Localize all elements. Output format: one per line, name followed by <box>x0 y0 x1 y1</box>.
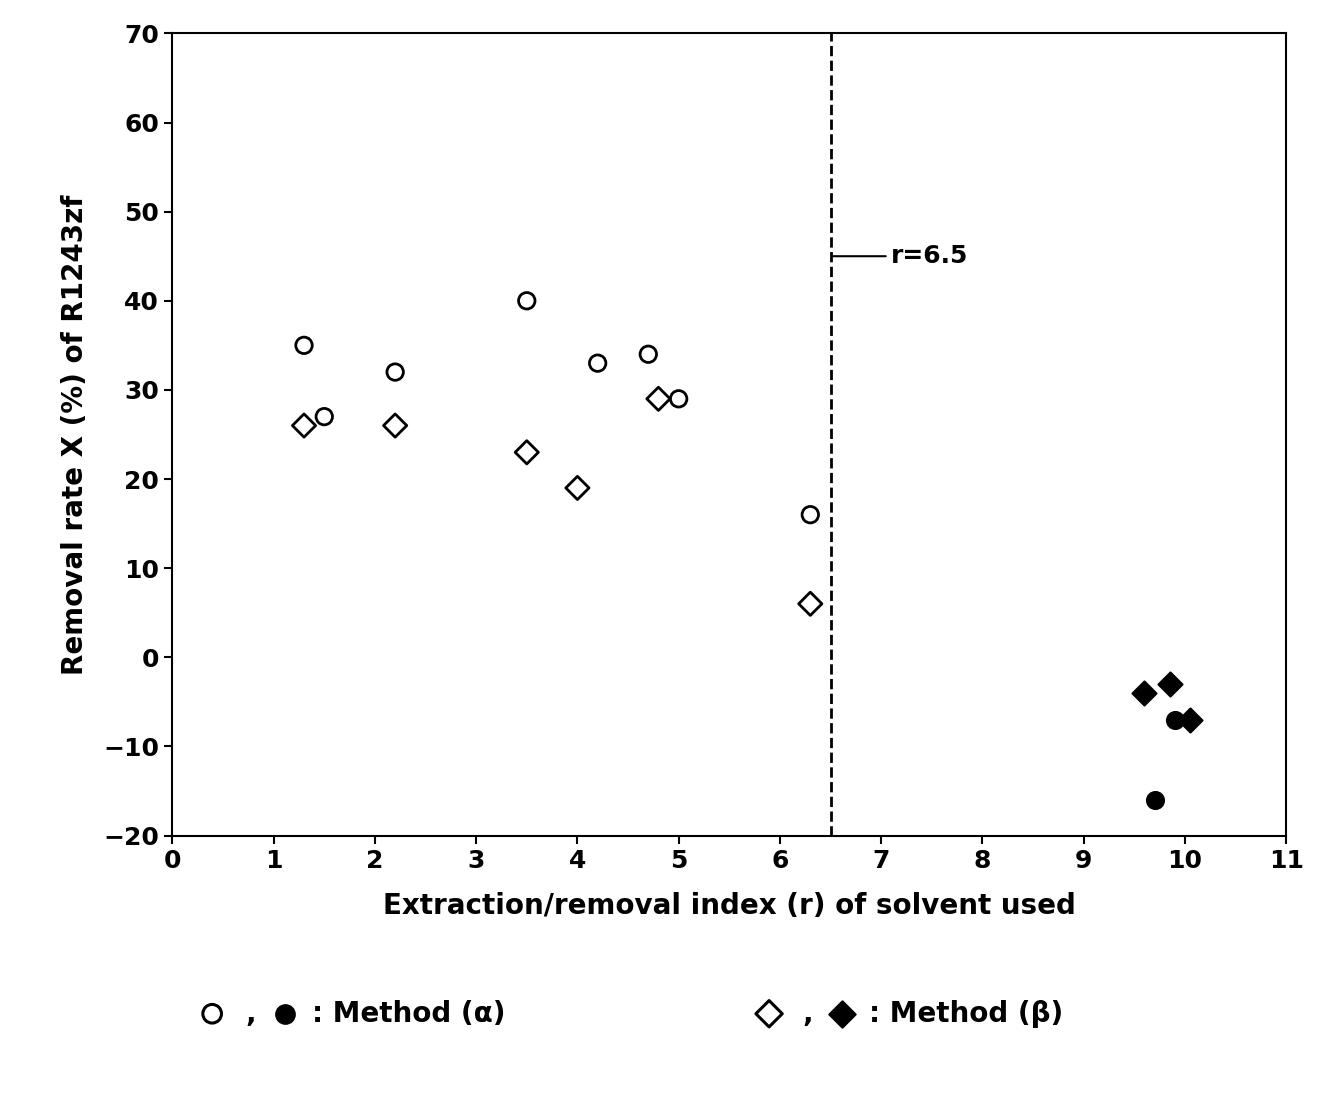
Point <box>385 363 406 381</box>
Text: ,: , <box>245 999 256 1028</box>
Point <box>516 443 537 461</box>
Point <box>314 408 335 426</box>
Point <box>648 390 670 408</box>
Y-axis label: Removal rate X (%) of R1243zf: Removal rate X (%) of R1243zf <box>61 194 89 675</box>
Text: : Method (α): : Method (α) <box>312 999 505 1028</box>
Point <box>293 417 314 434</box>
Point <box>516 292 537 310</box>
Point <box>293 336 314 354</box>
Point <box>638 345 659 363</box>
Point <box>831 1005 853 1023</box>
Point <box>800 595 821 613</box>
Text: : Method (β): : Method (β) <box>869 999 1062 1028</box>
Point <box>566 479 587 497</box>
Point <box>1179 711 1200 729</box>
Point <box>1164 711 1185 729</box>
Point <box>1134 684 1155 702</box>
Text: ,: , <box>802 999 813 1028</box>
Point <box>1159 675 1180 693</box>
Point <box>202 1005 223 1023</box>
Text: r=6.5: r=6.5 <box>833 244 969 268</box>
Point <box>1144 791 1166 809</box>
Point <box>668 390 690 408</box>
Point <box>274 1005 296 1023</box>
Point <box>800 506 821 524</box>
Point <box>758 1005 780 1023</box>
Point <box>385 417 406 434</box>
X-axis label: Extraction/removal index (r) of solvent used: Extraction/removal index (r) of solvent … <box>383 892 1075 920</box>
Point <box>587 354 609 372</box>
